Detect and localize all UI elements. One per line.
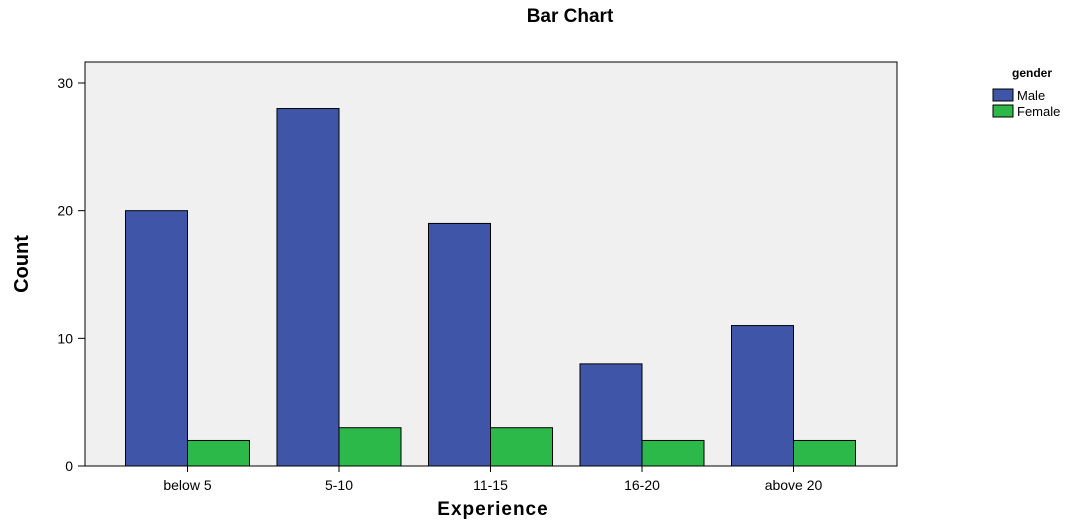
legend-label-male: Male [1017, 88, 1045, 103]
y-tick-label: 20 [57, 203, 73, 219]
x-tick-label: 16-20 [624, 477, 660, 493]
bar-female-2 [490, 427, 553, 467]
x-tick-label: above 20 [765, 477, 823, 493]
x-tick-label: 5-10 [325, 477, 353, 493]
bar-female-1 [338, 427, 402, 467]
x-tick-label: below 5 [163, 477, 211, 493]
x-axis: below 5 5-10 11-15 16-20 above 20 [163, 466, 823, 493]
bar-male-1 [276, 108, 340, 467]
x-tick-label: 11-15 [473, 477, 508, 493]
bar-male-3 [579, 363, 643, 467]
legend-label-female: Female [1017, 104, 1060, 119]
legend-swatch-female [992, 104, 1014, 118]
chart-title: Bar Chart [527, 6, 614, 27]
y-tick-label: 10 [57, 330, 73, 346]
legend-swatch-male [992, 88, 1014, 102]
bar-female-4 [793, 439, 856, 467]
bar-male-0 [125, 210, 188, 467]
bars [125, 108, 856, 467]
y-tick-label: 0 [65, 458, 73, 474]
bar-female-3 [641, 439, 705, 467]
bar-female-0 [187, 439, 250, 467]
x-axis-label: Experience [437, 499, 548, 520]
y-axis-label: Count [11, 235, 33, 293]
y-axis: 0 10 20 30 [57, 75, 85, 474]
y-tick-label: 30 [57, 75, 73, 91]
bar-male-2 [428, 222, 491, 467]
legend-title: gender [1012, 66, 1052, 80]
bar-male-4 [731, 325, 794, 467]
